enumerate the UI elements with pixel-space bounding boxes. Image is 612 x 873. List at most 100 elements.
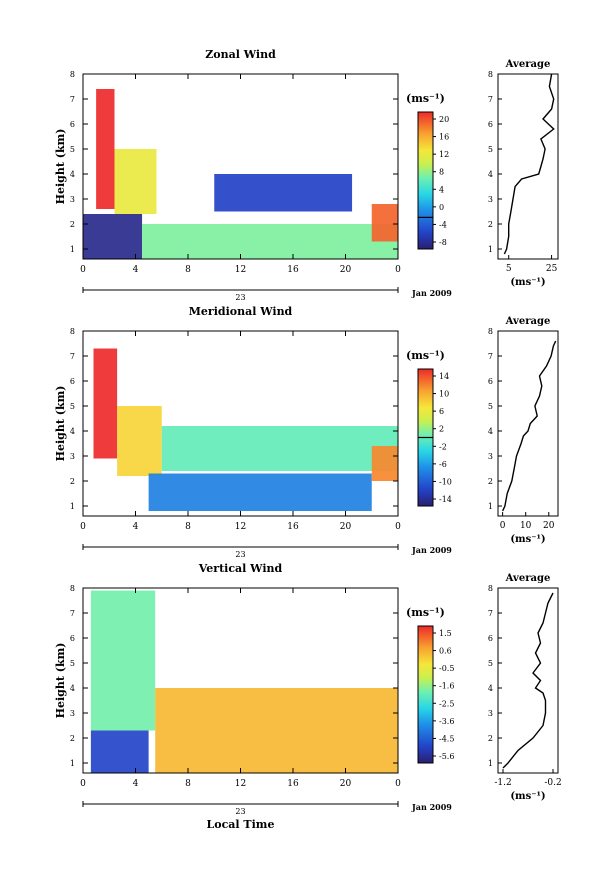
y-tick-label: 3: [70, 452, 75, 461]
average-title: Average: [505, 316, 551, 327]
x-tick-label: 16: [287, 265, 299, 275]
average-y-label: 7: [488, 352, 493, 361]
x-tick-label: 8: [185, 779, 191, 789]
average-y-label: 1: [488, 245, 493, 254]
average-y-label: 2: [488, 220, 493, 229]
average-title: Average: [505, 573, 551, 584]
average-y-label: 6: [488, 377, 493, 386]
average-frame: [497, 587, 559, 774]
heatmap-region-0: [96, 89, 115, 209]
average-y-label: 1: [488, 759, 493, 768]
colorbar-label: -8: [439, 238, 447, 247]
average-y-label: 8: [488, 70, 493, 79]
average-unit: (ms⁻¹): [510, 277, 545, 288]
y-tick-label: 7: [70, 352, 75, 361]
heatmap-region-4: [142, 224, 398, 259]
average-y-label: 3: [488, 452, 493, 461]
day-label: 23: [235, 293, 245, 302]
x-tick-label: 0: [80, 265, 86, 275]
colorbar-unit: (ms⁻¹): [406, 349, 445, 362]
colorbar-label: 16: [439, 133, 449, 142]
average-y-label: 5: [488, 659, 493, 668]
panel-title: Vertical Wind: [198, 562, 283, 575]
y-axis-label: Height (km): [54, 129, 67, 205]
y-tick-label: 1: [70, 502, 75, 511]
y-tick-label: 6: [70, 634, 75, 643]
average-y-label: 4: [488, 427, 493, 436]
y-axis-label: Height (km): [54, 643, 67, 719]
y-tick-label: 4: [70, 427, 75, 436]
y-tick-label: 8: [70, 327, 75, 336]
colorbar-unit: (ms⁻¹): [406, 606, 445, 619]
x-tick-label: 0: [395, 265, 401, 275]
heatmap-regions: [93, 348, 398, 511]
y-tick-label: 7: [70, 95, 75, 104]
heatmap-region-0: [90, 730, 149, 773]
colorbar-label: 1.5: [439, 629, 452, 638]
colorbar-label: 0.6: [439, 647, 452, 656]
average-y-label: 6: [488, 634, 493, 643]
colorbar-label: -3.6: [439, 717, 454, 726]
colorbar-label: -6: [439, 460, 447, 469]
average-y-label: 1: [488, 502, 493, 511]
average-y-label: 6: [488, 120, 493, 129]
day-label: 23: [235, 550, 245, 559]
heatmap-regions: [90, 590, 398, 773]
x-tick-label: 8: [185, 265, 191, 275]
colorbar-label: -2.5: [439, 699, 454, 708]
average-y-label: 7: [488, 609, 493, 618]
colorbar-label: -2: [439, 442, 447, 451]
x-tick-label: 20: [340, 265, 352, 275]
day-label: 23: [235, 807, 245, 816]
x-tick-label: 4: [133, 522, 139, 532]
x-tick-label: 4: [133, 265, 139, 275]
y-tick-label: 4: [70, 684, 75, 693]
average-x-label: 20: [543, 521, 555, 531]
average-y-label: 5: [488, 402, 493, 411]
colorbar-label: 10: [439, 390, 449, 399]
colorbar-label: -4.5: [439, 734, 454, 743]
colorbar-label: -10: [439, 477, 452, 486]
average-y-label: 2: [488, 734, 493, 743]
x-tick-label: 0: [395, 522, 401, 532]
heatmap-region-3: [148, 473, 372, 511]
y-tick-label: 5: [70, 659, 75, 668]
colorbar-label: 6: [439, 407, 444, 416]
date-label: Jan 2009: [411, 545, 452, 555]
heatmap-region-1: [90, 590, 156, 731]
colorbar-label: -5.6: [439, 752, 454, 761]
y-tick-label: 5: [70, 145, 75, 154]
average-x-label: 10: [520, 521, 532, 531]
heatmap-region-0: [93, 348, 118, 459]
y-tick-label: 6: [70, 377, 75, 386]
average-y-label: 8: [488, 584, 493, 593]
heatmap-region-1: [114, 149, 157, 214]
average-y-label: 3: [488, 709, 493, 718]
x-tick-label: 12: [235, 522, 246, 532]
x-tick-label: 8: [185, 522, 191, 532]
y-tick-label: 5: [70, 402, 75, 411]
colorbar-label: 8: [439, 168, 444, 177]
y-tick-label: 8: [70, 70, 75, 79]
colorbar-label: 0: [439, 203, 444, 212]
heatmap-regions: [83, 89, 398, 259]
colorbar-label: -14: [439, 495, 452, 504]
y-tick-label: 1: [70, 759, 75, 768]
x-tick-label: 16: [287, 779, 299, 789]
average-x-label: 5: [506, 264, 512, 274]
colorbar-label: -1.6: [439, 682, 454, 691]
y-tick-label: 8: [70, 584, 75, 593]
average-y-label: 3: [488, 195, 493, 204]
colorbar-unit: (ms⁻¹): [406, 92, 445, 105]
colorbar-label: -4: [439, 220, 447, 229]
x-tick-label: 16: [287, 522, 299, 532]
panel-title: Meridional Wind: [189, 305, 293, 318]
average-y-label: 4: [488, 170, 493, 179]
average-x-label: -1.2: [494, 778, 511, 788]
y-tick-label: 1: [70, 245, 75, 254]
y-tick-label: 4: [70, 170, 75, 179]
